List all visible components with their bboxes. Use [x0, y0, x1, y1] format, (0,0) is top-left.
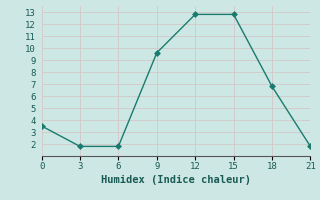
X-axis label: Humidex (Indice chaleur): Humidex (Indice chaleur)	[101, 175, 251, 185]
